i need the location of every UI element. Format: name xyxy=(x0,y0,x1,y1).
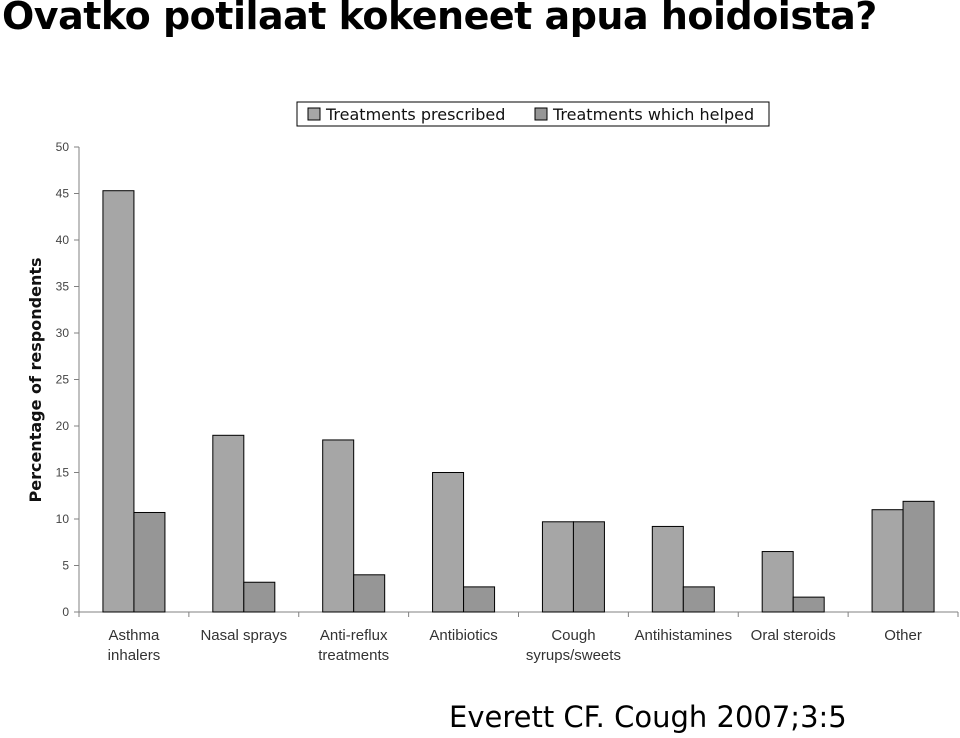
x-category-label: Antihistamines xyxy=(635,627,733,644)
bars xyxy=(102,190,935,613)
y-axis: 0 5 10 15 20 25 30 35 40 45 50 xyxy=(56,140,80,619)
x-category-label: Cough xyxy=(551,627,595,644)
y-tick-label: 40 xyxy=(56,233,70,247)
bar-helped xyxy=(133,511,166,613)
slide-title: Ovatko potilaat kokeneet apua hoidoista? xyxy=(2,0,877,38)
legend-swatch-prescribed xyxy=(307,107,321,121)
bar-helped xyxy=(572,521,605,613)
x-category-label: Oral steroids xyxy=(751,627,836,644)
y-tick-label: 30 xyxy=(56,326,70,340)
bar-prescribed xyxy=(322,439,355,613)
y-tick-label: 10 xyxy=(56,512,70,526)
x-category-label: Anti-reflux xyxy=(320,627,388,644)
bar-prescribed xyxy=(761,551,794,613)
x-category-label: Asthma xyxy=(109,627,161,644)
bar-prescribed xyxy=(432,472,465,613)
y-axis-label: Percentage of respondents xyxy=(26,257,45,502)
legend-swatch-helped xyxy=(534,107,548,121)
bar-prescribed xyxy=(212,434,245,613)
bar-helped xyxy=(243,581,276,613)
legend: Treatments prescribed Treatments which he… xyxy=(296,101,770,127)
x-category-label: Other xyxy=(884,627,922,644)
y-tick-label: 15 xyxy=(56,466,70,480)
bar-helped xyxy=(353,574,386,613)
bar-prescribed xyxy=(871,509,904,613)
y-tick-label: 45 xyxy=(56,187,70,201)
citation: Everett CF. Cough 2007;3:5 xyxy=(449,700,847,734)
bar-helped xyxy=(902,500,935,613)
x-category-label: Nasal sprays xyxy=(200,627,287,644)
bar-helped xyxy=(463,586,496,613)
x-axis: Asthma inhalers Nasal sprays Anti-reflux tre… xyxy=(78,611,959,664)
bar-prescribed xyxy=(651,525,684,613)
y-tick-label: 50 xyxy=(56,140,70,154)
y-tick-label: 5 xyxy=(62,559,69,573)
bar-helped xyxy=(792,596,825,613)
y-tick-label: 25 xyxy=(56,373,70,387)
x-category-label: syrups/sweets xyxy=(526,647,621,664)
legend-label-helped: Treatments which helped xyxy=(552,105,754,124)
y-tick-label: 35 xyxy=(56,280,70,294)
legend-label-prescribed: Treatments prescribed xyxy=(325,105,505,124)
bar-prescribed xyxy=(541,521,574,613)
y-tick-label: 0 xyxy=(62,605,69,619)
bar-prescribed xyxy=(102,190,135,613)
x-category-label: inhalers xyxy=(108,647,161,664)
y-tick-label: 20 xyxy=(56,419,70,433)
x-category-label: treatments xyxy=(318,647,389,664)
legend-box xyxy=(296,101,770,127)
bar-helped xyxy=(682,586,715,613)
x-category-label: Antibiotics xyxy=(429,627,497,644)
